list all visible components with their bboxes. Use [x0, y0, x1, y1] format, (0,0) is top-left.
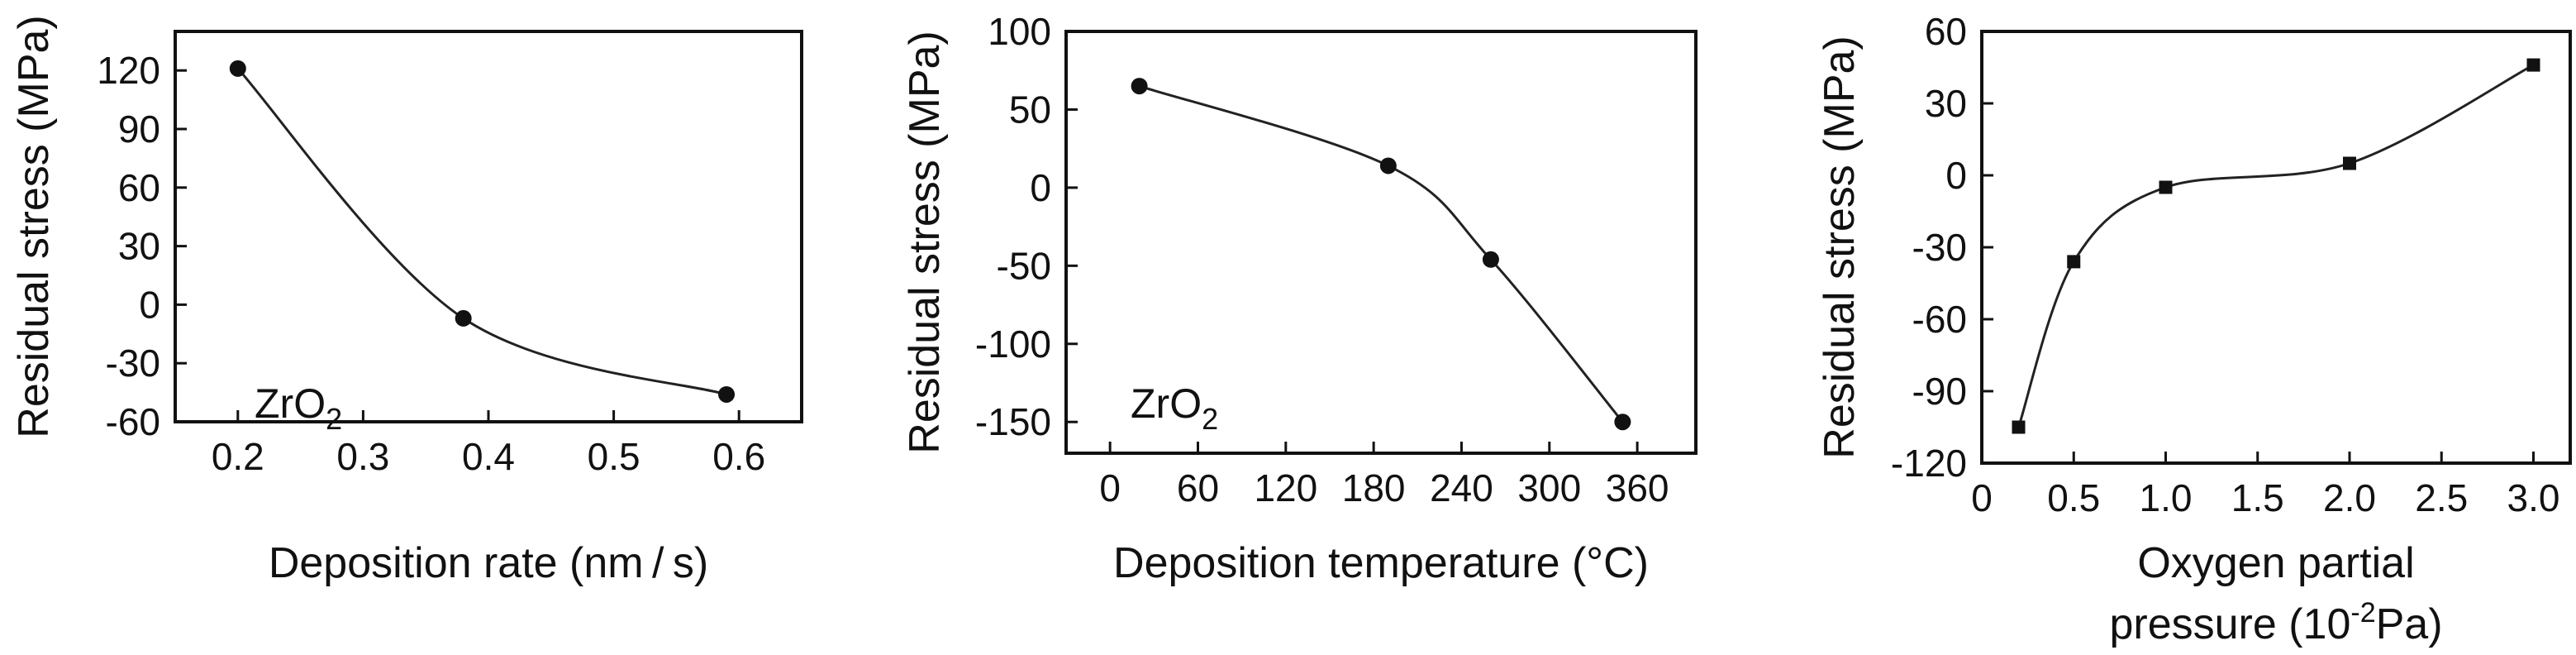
- chart-panel-2: 0 60 120 180 240 300 360 -150 -100 -50 0 50 100 Resid…: [901, 10, 1697, 587]
- x-tick-label: 120: [1254, 466, 1317, 509]
- data-point: [2012, 420, 2026, 434]
- y-tick-label: 50: [1009, 88, 1051, 131]
- x-tick-label: 60: [1177, 466, 1219, 509]
- x-axis-label-line-2: pressure (10-2Pa): [2109, 597, 2442, 648]
- y-tick-label: -60: [106, 400, 160, 443]
- y-tick-label: -150: [975, 400, 1051, 443]
- x-axis-label: Deposition rate (nm / s): [269, 539, 708, 587]
- data-point: [1379, 157, 1397, 175]
- y-tick-label: 0: [1030, 166, 1051, 209]
- x-tick-label: 240: [1430, 466, 1493, 509]
- y-axis-label: Residual stress (MPa): [901, 31, 949, 453]
- y-axis-label: Residual stress (MPa): [10, 15, 58, 437]
- y-tick-label: -100: [975, 323, 1051, 366]
- plot-frame: [174, 30, 803, 423]
- chart-panel-1: 0.2 0.3 0.4 0.5 0.6 -60 -30 0 30 60 90 120 Residual …: [10, 15, 803, 587]
- data-point: [2067, 255, 2081, 269]
- y-tick-label: -60: [1912, 298, 1967, 341]
- x-tick-label: 2.0: [2323, 476, 2376, 519]
- x-tick-label: 360: [1606, 466, 1669, 509]
- chart-panel-3: 0 0.5 1.0 1.5 2.0 2.5 3.0 -120 -90 -60 -30 0 30 60 Res…: [1816, 10, 2572, 648]
- x-tick-label: 0.6: [712, 435, 765, 478]
- y-tick-label: 30: [1925, 82, 1967, 125]
- data-point: [2159, 180, 2173, 194]
- y-axis-label: Residual stress (MPa): [1816, 36, 1864, 458]
- x-axis-label: Deposition temperature (°C): [1113, 539, 1649, 587]
- y-tick-label: -30: [106, 342, 160, 385]
- y-tick-label: 60: [1925, 10, 1967, 53]
- y-tick-label: 120: [97, 49, 160, 92]
- data-point: [718, 385, 736, 403]
- y-tick-label: 100: [988, 10, 1051, 53]
- x-tick-label: 0.5: [2047, 476, 2100, 519]
- x-tick-label: 2.5: [2415, 476, 2468, 519]
- x-tick-label: 1.0: [2140, 476, 2193, 519]
- x-tick-label: 1.5: [2231, 476, 2284, 519]
- y-tick-label: -50: [997, 244, 1051, 287]
- material-annotation: ZrO2: [1131, 380, 1218, 436]
- series-line: [2017, 64, 2535, 428]
- y-tick-label: 30: [118, 225, 160, 268]
- data-point: [2526, 58, 2540, 72]
- data-point: [1131, 78, 1148, 95]
- x-tick-label: 0.2: [212, 435, 264, 478]
- y-tick-label: 90: [118, 108, 160, 151]
- series-line: [236, 67, 727, 396]
- y-tick-label: 0: [1945, 154, 1967, 197]
- data-point: [455, 309, 472, 327]
- x-tick-label: 0.3: [336, 435, 389, 478]
- x-tick-label: 0.4: [462, 435, 515, 478]
- x-tick-label: 0: [1971, 476, 1993, 519]
- series-line: [1139, 84, 1624, 423]
- y-tick-label: -90: [1912, 370, 1967, 413]
- y-tick-label: 0: [139, 283, 160, 326]
- data-point: [229, 60, 246, 77]
- y-tick-label: -30: [1912, 226, 1967, 269]
- x-tick-label: 180: [1342, 466, 1406, 509]
- x-tick-label: 0: [1099, 466, 1121, 509]
- y-tick-label: 60: [118, 166, 160, 209]
- material-annotation: ZrO2: [255, 380, 342, 436]
- y-tick-label: -120: [1891, 442, 1967, 485]
- plot-frame: [1064, 30, 1697, 455]
- data-point: [2343, 156, 2356, 170]
- data-point: [1482, 251, 1499, 268]
- x-tick-label: 300: [1517, 466, 1581, 509]
- x-axis-label-line-1: Oxygen partial: [2137, 539, 2414, 587]
- x-tick-label: 0.5: [588, 435, 640, 478]
- data-point: [1614, 414, 1631, 431]
- x-tick-label: 3.0: [2507, 476, 2560, 519]
